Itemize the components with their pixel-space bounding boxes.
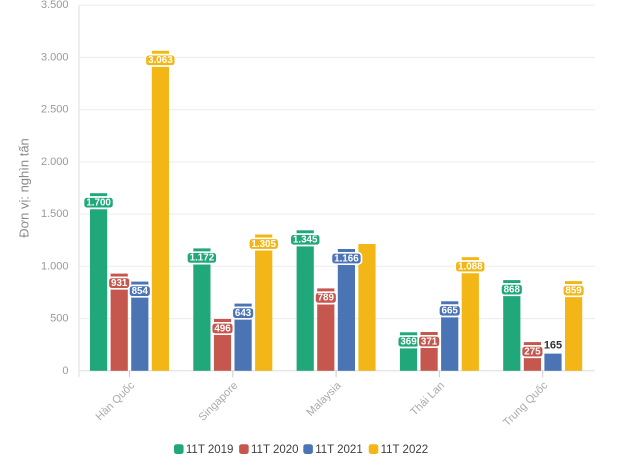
svg-text:Đơn vị: nghìn tấn: Đơn vị: nghìn tấn: [17, 138, 32, 238]
svg-text:2.000: 2.000: [41, 156, 69, 168]
svg-text:369: 369: [400, 337, 417, 348]
svg-text:643: 643: [235, 308, 252, 319]
svg-text:11T 2019: 11T 2019: [186, 444, 234, 456]
svg-text:931: 931: [111, 278, 128, 289]
svg-text:665: 665: [442, 306, 459, 317]
svg-text:1.000: 1.000: [41, 260, 69, 272]
svg-text:1.345: 1.345: [293, 235, 318, 246]
svg-text:1.500: 1.500: [41, 208, 69, 220]
svg-text:11T 2020: 11T 2020: [251, 444, 299, 456]
svg-text:1.700: 1.700: [86, 198, 111, 209]
svg-text:3.063: 3.063: [148, 55, 173, 66]
svg-text:789: 789: [318, 293, 335, 304]
svg-text:275: 275: [524, 346, 541, 357]
svg-text:3.000: 3.000: [41, 51, 69, 63]
svg-text:859: 859: [565, 285, 582, 296]
svg-text:371: 371: [421, 336, 438, 347]
svg-text:854: 854: [132, 286, 149, 297]
svg-text:11T 2022: 11T 2022: [381, 444, 429, 456]
svg-text:1.088: 1.088: [458, 262, 483, 273]
svg-text:868: 868: [504, 284, 521, 295]
svg-text:11T 2021: 11T 2021: [315, 444, 363, 456]
svg-text:0: 0: [62, 365, 68, 377]
svg-text:1.305: 1.305: [251, 239, 276, 250]
svg-text:1.166: 1.166: [334, 253, 359, 264]
svg-text:2.500: 2.500: [41, 104, 69, 116]
svg-text:165: 165: [544, 339, 562, 351]
svg-text:496: 496: [214, 323, 231, 334]
svg-text:500: 500: [50, 313, 68, 325]
svg-text:1.172: 1.172: [190, 253, 215, 264]
svg-text:3.500: 3.500: [41, 0, 69, 11]
